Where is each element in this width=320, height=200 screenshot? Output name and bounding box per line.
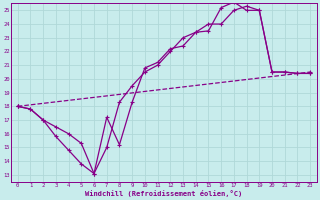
X-axis label: Windchill (Refroidissement éolien,°C): Windchill (Refroidissement éolien,°C): [85, 190, 243, 197]
